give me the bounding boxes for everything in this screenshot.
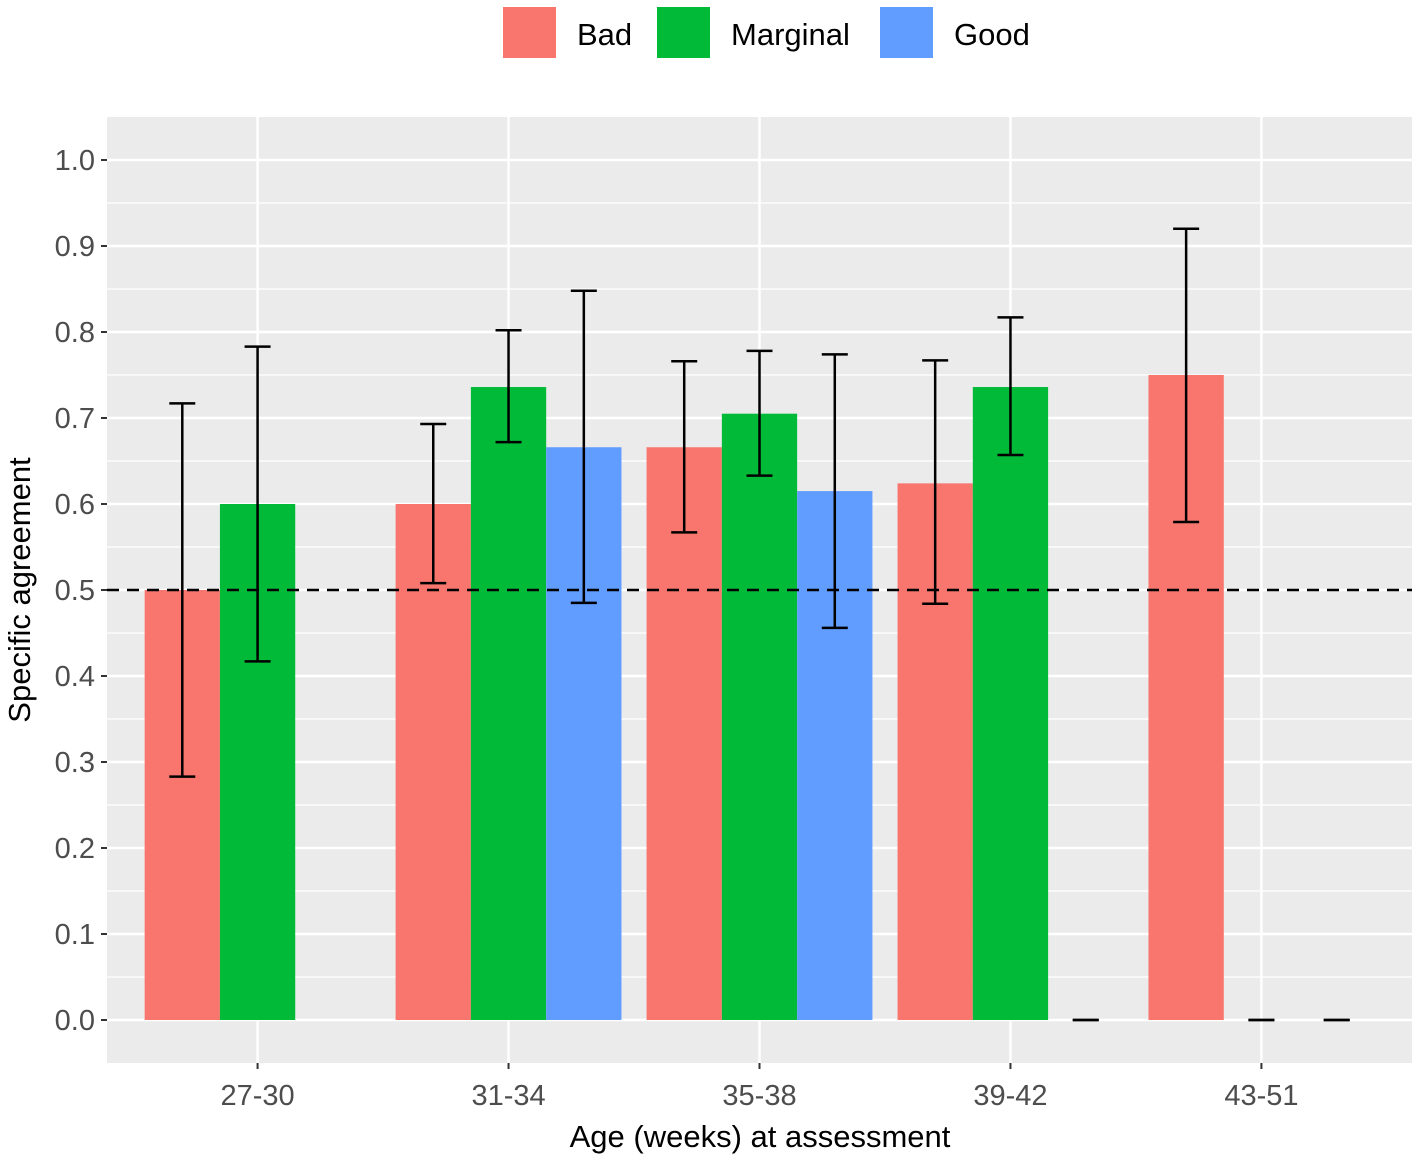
y-tick-label: 0.1 bbox=[55, 919, 95, 951]
x-tick-label: 43-51 bbox=[1224, 1080, 1298, 1112]
bar-marginal bbox=[470, 387, 547, 1020]
x-axis-title: Age (weeks) at assessment bbox=[570, 1119, 951, 1154]
y-tick-label: 0.0 bbox=[55, 1005, 95, 1037]
bar-marginal bbox=[972, 387, 1049, 1020]
legend-swatch-good bbox=[880, 7, 933, 58]
y-tick-label: 0.9 bbox=[55, 231, 95, 263]
legend-label-good: Good bbox=[954, 17, 1030, 52]
bar-bad bbox=[646, 447, 722, 1020]
x-tick-label: 31-34 bbox=[471, 1080, 545, 1112]
y-tick-label: 0.5 bbox=[55, 575, 95, 607]
y-tick-label: 1.0 bbox=[55, 145, 95, 177]
y-tick-label: 0.8 bbox=[55, 317, 95, 349]
y-tick-label: 0.4 bbox=[55, 661, 95, 693]
y-tick-label: 0.6 bbox=[55, 489, 95, 521]
y-tick-label: 0.2 bbox=[55, 833, 95, 865]
legend-swatch-bad bbox=[503, 7, 556, 58]
legend-label-marginal: Marginal bbox=[731, 17, 850, 52]
legend-label-bad: Bad bbox=[577, 17, 632, 52]
y-tick-label: 0.3 bbox=[55, 747, 95, 779]
x-tick-label: 35-38 bbox=[722, 1080, 796, 1112]
x-tick-label: 39-42 bbox=[973, 1080, 1047, 1112]
bar-marginal bbox=[721, 413, 798, 1020]
legend: Bad Marginal Good bbox=[503, 7, 1030, 58]
y-tick-label: 0.7 bbox=[55, 403, 95, 435]
x-tick-label: 27-30 bbox=[220, 1080, 294, 1112]
y-axis-title: Specific agreement bbox=[2, 457, 37, 723]
legend-swatch-marginal bbox=[657, 7, 710, 58]
